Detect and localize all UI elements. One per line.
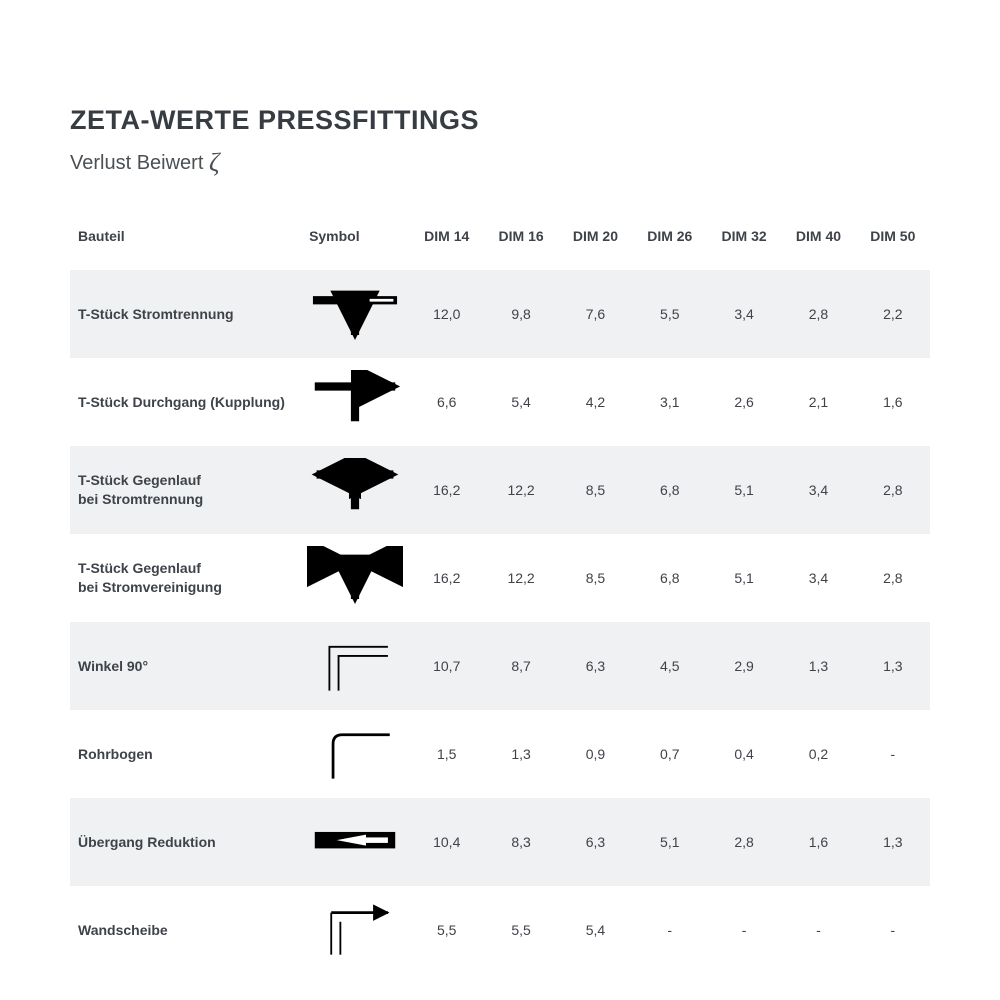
col-dim: DIM 32 — [707, 214, 781, 270]
cell-value: 6,6 — [410, 358, 484, 446]
cell-value: 1,3 — [781, 622, 855, 710]
cell-value: 4,5 — [633, 622, 707, 710]
col-dim: DIM 14 — [410, 214, 484, 270]
row-label: T-Stück Gegenlaufbei Stromvereinigung — [70, 534, 301, 622]
row-label: T-Stück Stromtrennung — [70, 270, 301, 358]
cell-value: 1,5 — [410, 710, 484, 798]
wall-elbow-icon — [301, 886, 410, 974]
cell-value: 9,8 — [484, 270, 558, 358]
tee-counter-join-icon — [301, 534, 410, 622]
cell-value: 8,7 — [484, 622, 558, 710]
cell-value: 3,1 — [633, 358, 707, 446]
tee-through-icon — [301, 358, 410, 446]
cell-value: 0,7 — [633, 710, 707, 798]
reducer-icon — [301, 798, 410, 886]
cell-value: 4,2 — [558, 358, 632, 446]
cell-value: 3,4 — [707, 270, 781, 358]
cell-value: 12,2 — [484, 534, 558, 622]
col-dim: DIM 50 — [856, 214, 930, 270]
cell-value: 5,4 — [484, 358, 558, 446]
zeta-symbol: ζ — [209, 148, 220, 177]
row-label: T-Stück Durchgang (Kupplung) — [70, 358, 301, 446]
cell-value: 5,1 — [707, 446, 781, 534]
cell-value: 10,7 — [410, 622, 484, 710]
page-subtitle: Verlust Beiwert ζ — [70, 148, 930, 178]
cell-value: 5,1 — [633, 798, 707, 886]
cell-value: 2,8 — [856, 534, 930, 622]
cell-value: - — [781, 886, 855, 974]
table-row: T-Stück Stromtrennung 12,09,87,65,53,42,8… — [70, 270, 930, 358]
table-body: T-Stück Stromtrennung12,09,87,65,53,42,8… — [70, 270, 930, 974]
col-dim: DIM 26 — [633, 214, 707, 270]
page-title: ZETA-WERTE PRESSFITTINGS — [70, 105, 930, 136]
cell-value: 2,9 — [707, 622, 781, 710]
cell-value: 12,0 — [410, 270, 484, 358]
subtitle-prefix: Verlust Beiwert — [70, 152, 209, 174]
table-row: T-Stück Gegenlaufbei Stromvereinigung 16,… — [70, 534, 930, 622]
table-head: Bauteil Symbol DIM 14 DIM 16 DIM 20 DIM … — [70, 214, 930, 270]
cell-value: 12,2 — [484, 446, 558, 534]
col-dim: DIM 16 — [484, 214, 558, 270]
cell-value: 1,3 — [856, 798, 930, 886]
cell-value: 6,8 — [633, 446, 707, 534]
cell-value: 2,1 — [781, 358, 855, 446]
row-label: Rohrbogen — [70, 710, 301, 798]
row-label: Wandscheibe — [70, 886, 301, 974]
cell-value: 0,2 — [781, 710, 855, 798]
cell-value: 0,9 — [558, 710, 632, 798]
cell-value: 16,2 — [410, 446, 484, 534]
cell-value: - — [856, 710, 930, 798]
col-label: Bauteil — [70, 214, 301, 270]
cell-value: - — [633, 886, 707, 974]
cell-value: 5,4 — [558, 886, 632, 974]
table-row: Wandscheibe5,55,55,4---- — [70, 886, 930, 974]
tee-down-split-icon — [301, 270, 410, 358]
cell-value: 2,8 — [781, 270, 855, 358]
cell-value: 3,4 — [781, 446, 855, 534]
cell-value: 8,5 — [558, 446, 632, 534]
cell-value: 5,5 — [410, 886, 484, 974]
cell-value: 2,6 — [707, 358, 781, 446]
table-row: Rohrbogen 1,51,30,90,70,40,2- — [70, 710, 930, 798]
cell-value: 5,1 — [707, 534, 781, 622]
cell-value: 1,6 — [781, 798, 855, 886]
col-symbol: Symbol — [301, 214, 410, 270]
cell-value: 3,4 — [781, 534, 855, 622]
row-label: Winkel 90° — [70, 622, 301, 710]
cell-value: - — [707, 886, 781, 974]
cell-value: 5,5 — [484, 886, 558, 974]
cell-value: 1,6 — [856, 358, 930, 446]
cell-value: 2,8 — [856, 446, 930, 534]
cell-value: 1,3 — [484, 710, 558, 798]
table-row: Übergang Reduktion 10,48,36,35,12,81,61,3 — [70, 798, 930, 886]
cell-value: 6,8 — [633, 534, 707, 622]
elbow-90-icon — [301, 622, 410, 710]
col-dim: DIM 20 — [558, 214, 632, 270]
zeta-table: Bauteil Symbol DIM 14 DIM 16 DIM 20 DIM … — [70, 214, 930, 974]
cell-value: 6,3 — [558, 798, 632, 886]
cell-value: 2,8 — [707, 798, 781, 886]
bend-icon — [301, 710, 410, 798]
tee-counter-sep-icon — [301, 446, 410, 534]
cell-value: 7,6 — [558, 270, 632, 358]
table-row: T-Stück Gegenlaufbei Stromtrennung 16,212… — [70, 446, 930, 534]
cell-value: - — [856, 886, 930, 974]
cell-value: 8,3 — [484, 798, 558, 886]
page: ZETA-WERTE PRESSFITTINGS Verlust Beiwert… — [0, 0, 1000, 974]
cell-value: 1,3 — [856, 622, 930, 710]
cell-value: 2,2 — [856, 270, 930, 358]
cell-value: 8,5 — [558, 534, 632, 622]
cell-value: 0,4 — [707, 710, 781, 798]
cell-value: 5,5 — [633, 270, 707, 358]
table-row: T-Stück Durchgang (Kupplung) 6,65,44,23,1… — [70, 358, 930, 446]
cell-value: 10,4 — [410, 798, 484, 886]
row-label: Übergang Reduktion — [70, 798, 301, 886]
cell-value: 6,3 — [558, 622, 632, 710]
table-row: Winkel 90°10,78,76,34,52,91,31,3 — [70, 622, 930, 710]
cell-value: 16,2 — [410, 534, 484, 622]
row-label: T-Stück Gegenlaufbei Stromtrennung — [70, 446, 301, 534]
col-dim: DIM 40 — [781, 214, 855, 270]
